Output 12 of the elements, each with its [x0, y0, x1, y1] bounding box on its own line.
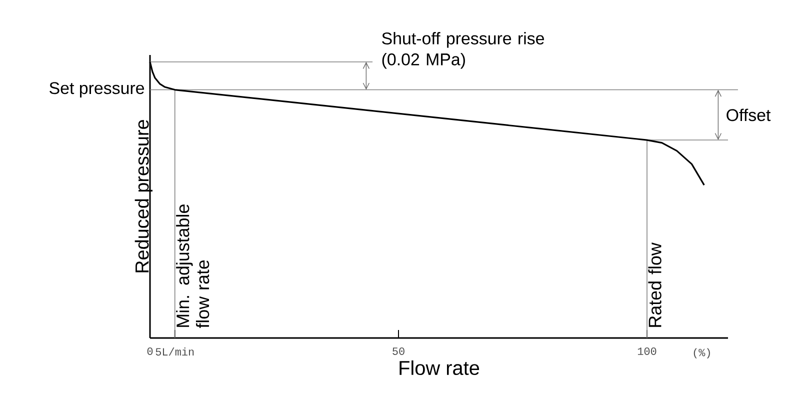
x-tick-label: 50: [392, 348, 404, 355]
x-tick-label: 100: [638, 348, 656, 355]
ref-line-label: Rated flow: [648, 242, 662, 327]
annotation: Shut-off pressure rise (0.02 MPa): [382, 32, 544, 69]
annotation: Offset: [726, 108, 771, 122]
x-tick-label: 0: [147, 348, 153, 355]
y-axis-title: Reduced pressure: [134, 120, 152, 272]
x-tick-label: 5L/min: [156, 348, 194, 356]
ref-line-label: Set pressure: [50, 82, 144, 98]
ref-line-label: Min. adjustable flow rate: [176, 204, 210, 328]
x-axis-title: Flow rate: [400, 360, 480, 376]
text: (%): [694, 348, 710, 358]
